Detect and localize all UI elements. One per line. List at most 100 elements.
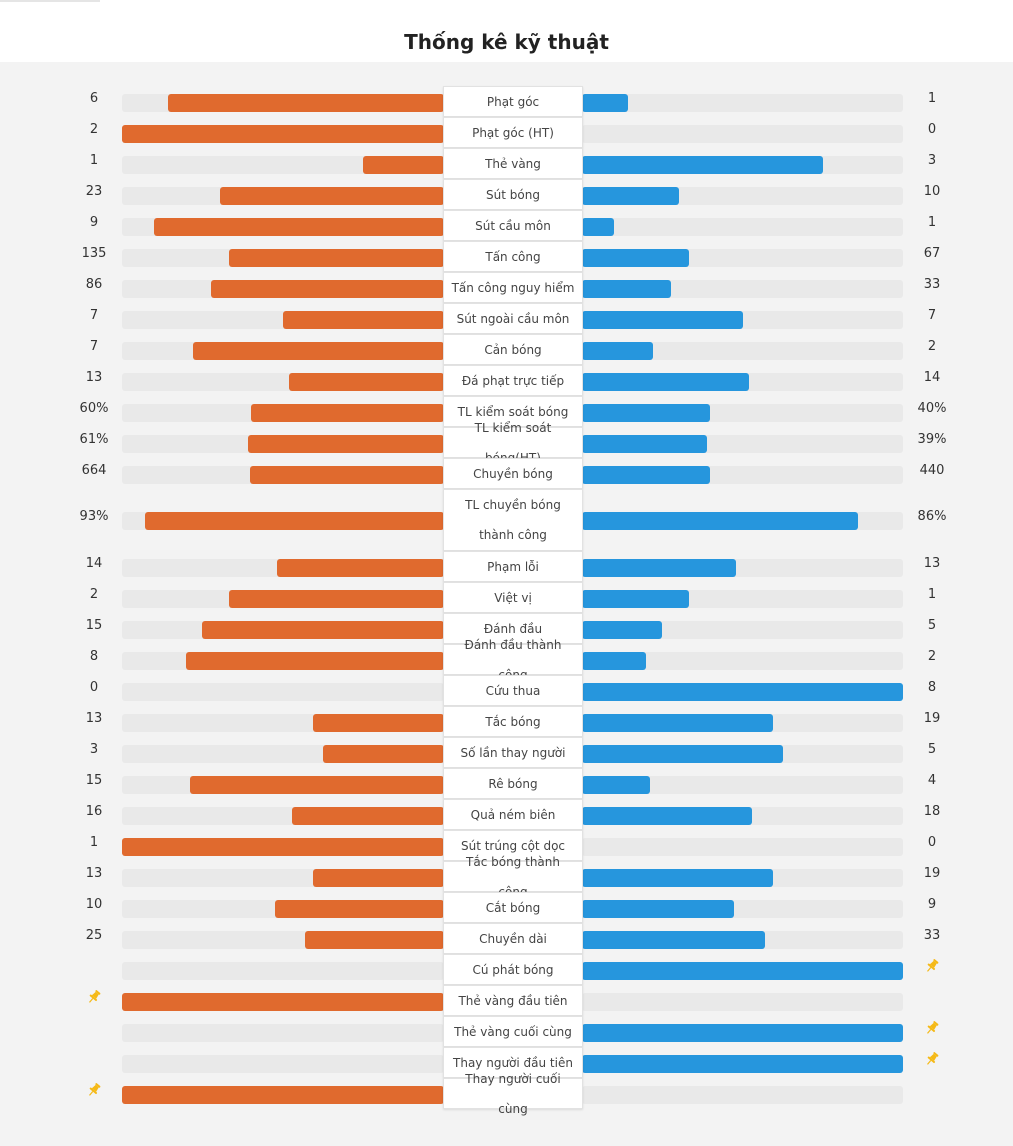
stat-label: Tắc bóng [443, 706, 583, 737]
stat-label: Thẻ vàng cuối cùng [443, 1016, 583, 1047]
home-bar-track [122, 992, 444, 1011]
stat-label: Việt vị [443, 582, 583, 613]
home-value: 60% [79, 400, 109, 416]
home-bar [313, 868, 444, 887]
home-bar-track [122, 868, 444, 887]
home-value: 2 [89, 586, 99, 602]
home-value: 7 [89, 307, 99, 323]
away-bar [582, 186, 679, 205]
away-bar [582, 589, 689, 608]
stat-label: Đánh đầu thành công [443, 638, 583, 682]
away-bar [582, 961, 903, 980]
home-bar [275, 899, 444, 918]
away-bar [582, 620, 662, 639]
home-bar [323, 744, 444, 763]
away-value: 3 [927, 152, 937, 168]
home-bar-track [122, 124, 444, 143]
away-bar [582, 217, 614, 236]
header-tab-strip [0, 0, 100, 2]
stat-label: Cắt bóng [443, 892, 583, 923]
stat-label: Cản bóng [443, 334, 583, 365]
away-bar-track [582, 775, 903, 794]
away-bar [582, 806, 752, 825]
stat-label: Sút trúng cột dọc [443, 830, 583, 861]
away-bar-track [582, 155, 903, 174]
home-bar [168, 93, 444, 112]
stat-row: 8 Đánh đầu thành công 2 [0, 638, 1013, 682]
away-value: 1 [927, 90, 937, 106]
away-bar-track [582, 992, 903, 1011]
away-bar [582, 372, 749, 391]
away-bar [582, 248, 689, 267]
stat-row: 16 Quả ném biên 18 [0, 799, 1013, 830]
stat-label: Thay người đầu tiên [443, 1047, 583, 1078]
away-value: 9 [927, 896, 937, 912]
home-value: 1 [89, 152, 99, 168]
stat-row: 2 Việt vị 1 [0, 582, 1013, 613]
home-bar-track [122, 651, 444, 670]
away-bar [582, 558, 736, 577]
stat-label: Tấn công [443, 241, 583, 272]
home-bar [186, 651, 444, 670]
home-value: 13 [85, 710, 103, 726]
away-pin-icon [902, 1020, 962, 1038]
away-bar [582, 899, 734, 918]
stat-label: Đánh đầu [443, 613, 583, 644]
away-value: 19 [923, 710, 941, 726]
stat-label: Phạm lỗi [443, 551, 583, 582]
away-value: 33 [923, 276, 941, 292]
stat-row: 23 Sút bóng 10 [0, 179, 1013, 210]
stat-row: 0 Cứu thua 8 [0, 675, 1013, 706]
stat-label: TL kiểm soát bóng(HT) [443, 421, 583, 465]
stat-label: Phạt góc [443, 86, 583, 117]
home-value: 61% [79, 431, 109, 447]
home-bar [229, 589, 444, 608]
home-bar-track [122, 93, 444, 112]
home-bar-track [122, 1085, 444, 1104]
stat-row: Thẻ vàng cuối cùng [0, 1016, 1013, 1047]
stat-row: 13 Đá phạt trực tiếp 14 [0, 365, 1013, 396]
away-value: 8 [927, 679, 937, 695]
home-bar-track [122, 248, 444, 267]
home-bar-track [122, 806, 444, 825]
home-value: 15 [85, 772, 103, 788]
stat-row: 14 Phạm lỗi 13 [0, 551, 1013, 582]
home-value: 9 [89, 214, 99, 230]
home-bar-track [122, 744, 444, 763]
stat-row: Cú phát bóng [0, 954, 1013, 985]
away-value: 2 [927, 338, 937, 354]
stat-label: Chuyền bóng [443, 458, 583, 489]
home-bar-track [122, 837, 444, 856]
home-bar [122, 1085, 444, 1104]
away-bar [582, 341, 653, 360]
away-value: 86% [917, 509, 947, 524]
away-bar [582, 930, 765, 949]
away-bar [582, 682, 903, 701]
away-value: 0 [927, 834, 937, 850]
away-value: 0 [927, 121, 937, 137]
away-bar [582, 744, 783, 763]
away-bar [582, 713, 773, 732]
home-bar-track [122, 713, 444, 732]
home-bar-track [122, 589, 444, 608]
stat-label: Quả ném biên [443, 799, 583, 830]
away-pin-icon [902, 1051, 962, 1069]
away-bar-track [582, 465, 903, 484]
home-pin-icon [64, 1082, 124, 1100]
home-bar [122, 837, 444, 856]
home-bar-track [122, 217, 444, 236]
home-bar-track [122, 558, 444, 577]
stat-label: Rê bóng [443, 768, 583, 799]
away-value: 5 [927, 617, 937, 633]
stat-row: 25 Chuyền dài 33 [0, 923, 1013, 954]
home-value: 2 [89, 121, 99, 137]
home-bar [251, 403, 444, 422]
home-bar [122, 992, 444, 1011]
stat-row: 7 Cản bóng 2 [0, 334, 1013, 365]
home-value: 10 [85, 896, 103, 912]
home-bar-track [122, 341, 444, 360]
home-value: 0 [89, 679, 99, 695]
stat-row: 60% TL kiểm soát bóng 40% [0, 396, 1013, 427]
home-value: 7 [89, 338, 99, 354]
